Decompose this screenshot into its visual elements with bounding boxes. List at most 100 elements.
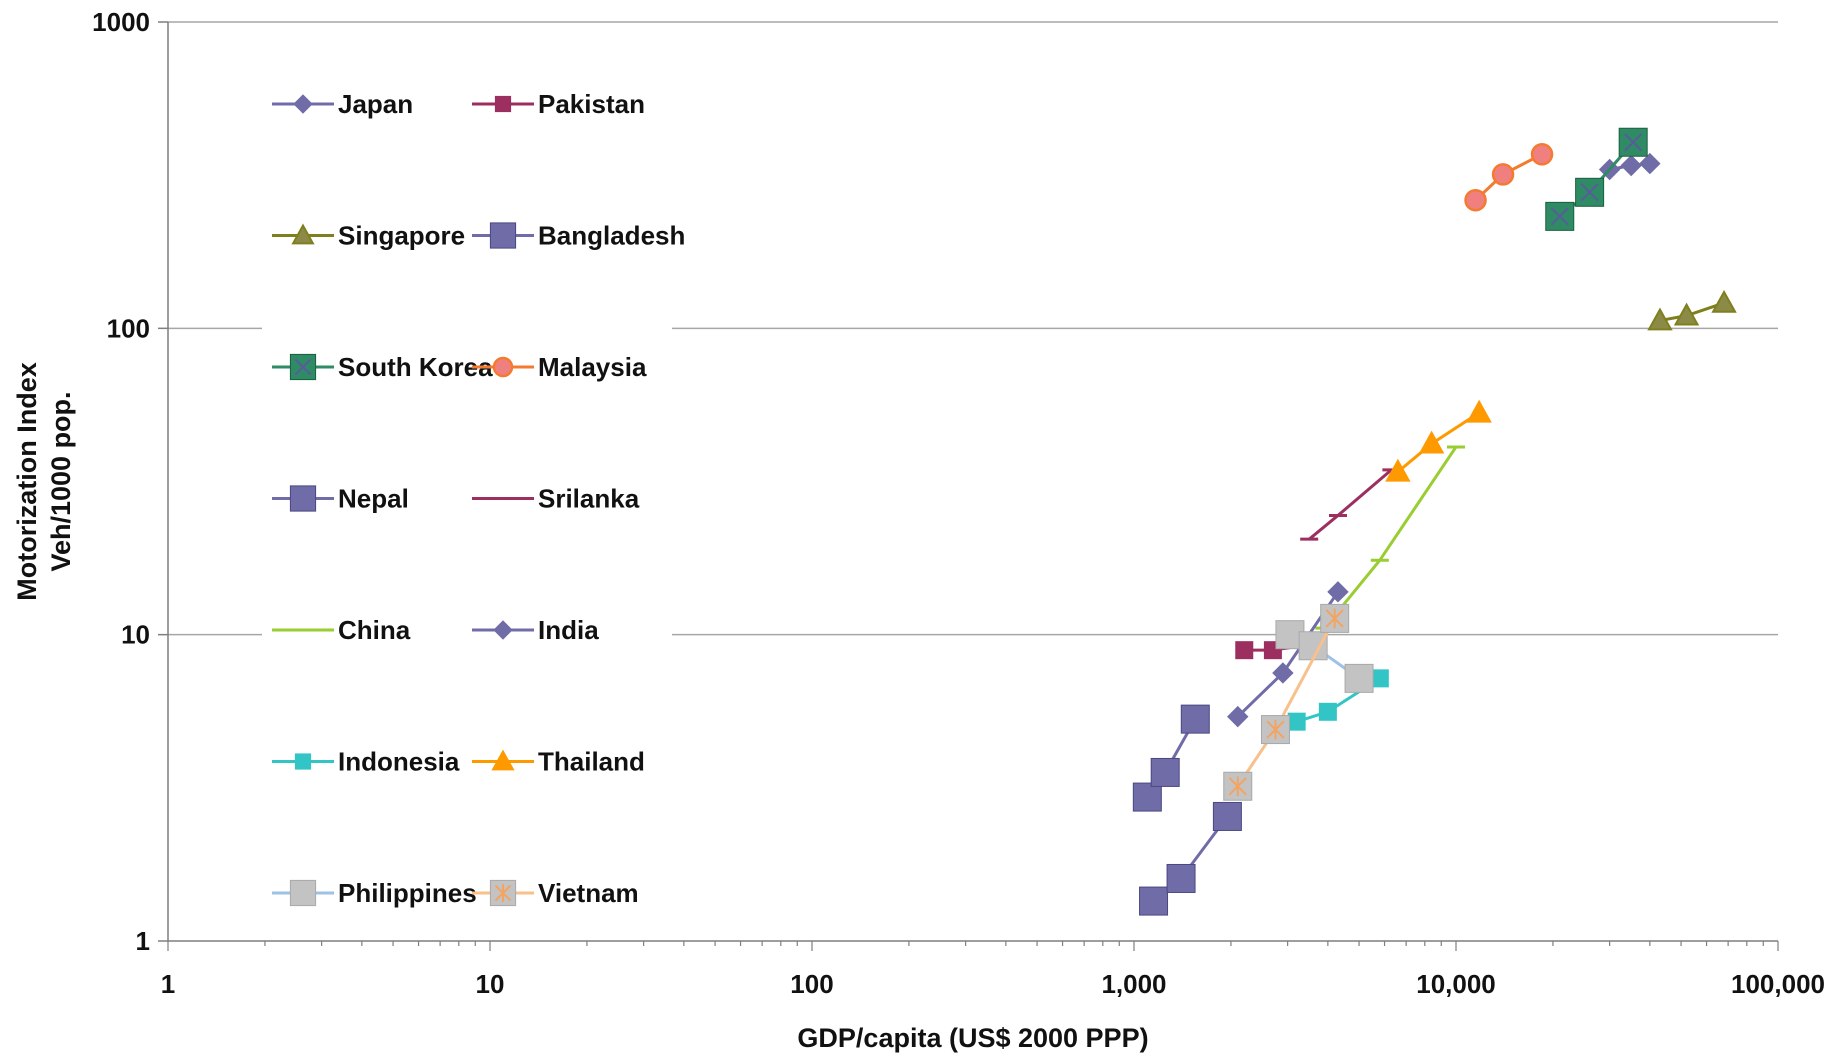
series-nepal (1132, 704, 1210, 812)
data-point (291, 223, 315, 245)
legend-label: Malaysia (538, 352, 647, 382)
legend-item-malaysia: Malaysia (472, 352, 647, 382)
series-south-korea (1545, 127, 1648, 231)
series-bangladesh (1139, 801, 1242, 916)
data-point (1166, 863, 1196, 893)
data-point (492, 356, 514, 378)
x-tick-label: 100,000 (1731, 969, 1825, 999)
legend-item-pakistan: Pakistan (472, 89, 645, 119)
data-point (1344, 663, 1374, 693)
legend-item-bangladesh: Bangladesh (472, 221, 685, 251)
legend-label: South Korea (338, 352, 493, 382)
legend-label: Japan (338, 89, 413, 119)
data-point (1327, 581, 1349, 603)
series-philippines (1275, 620, 1374, 693)
legend-label: Nepal (338, 484, 409, 514)
legend: Japan Pakistan Singapore Bangladesh South Ko… (272, 89, 685, 908)
data-point (1639, 152, 1661, 175)
data-point-x (1325, 608, 1344, 629)
series-srilanka (1300, 468, 1401, 541)
data-point (1370, 669, 1389, 688)
data-point-x (494, 884, 512, 902)
data-point-x (294, 358, 312, 376)
data-point (1464, 188, 1487, 212)
legend-item-india: India (472, 615, 599, 645)
legend-label: China (338, 615, 411, 645)
data-point (1212, 801, 1242, 831)
y-axis-title-line: Motorization Index (12, 362, 42, 601)
data-point (1466, 399, 1492, 423)
legend-item-vietnam: Vietnam (472, 878, 639, 908)
legend-item-indonesia: Indonesia (272, 747, 460, 777)
data-point (1180, 704, 1210, 734)
data-point-x (1624, 133, 1643, 152)
y-tick-label: 100 (107, 313, 150, 343)
x-tick-label: 1 (161, 969, 175, 999)
y-tick-label: 1000 (92, 7, 150, 37)
y-tick-label: 10 (121, 620, 150, 650)
data-point (1227, 705, 1249, 728)
data-point (493, 620, 513, 640)
data-point (1287, 712, 1306, 731)
x-tick-label: 100 (790, 969, 833, 999)
data-point-x (1266, 719, 1285, 740)
data-point (294, 753, 312, 770)
legend-item-thailand: Thailand (472, 747, 645, 777)
data-point (1673, 302, 1700, 326)
data-point (1150, 757, 1180, 787)
legend-label: Srilanka (538, 484, 640, 514)
data-point (1620, 154, 1642, 177)
data-point (289, 353, 317, 381)
series-india (1227, 581, 1349, 728)
data-point-x (1228, 776, 1247, 797)
data-point (1132, 782, 1162, 812)
series-thailand (1385, 399, 1492, 482)
data-point (1647, 307, 1673, 331)
data-point (1491, 163, 1515, 186)
axis-labels: 1 10 100 1000 1 10 100 1,000 10,000 100,000 GDP/ca… (12, 7, 1825, 1053)
data-point (494, 95, 512, 113)
data-point (1298, 631, 1328, 661)
series-japan (1598, 152, 1661, 181)
legend-box (262, 60, 672, 920)
legend-label: Vietnam (538, 878, 639, 908)
x-tick-label: 1,000 (1101, 969, 1166, 999)
data-point (1235, 641, 1254, 660)
legend-label: India (538, 615, 599, 645)
legend-label: Bangladesh (538, 221, 685, 251)
data-point (289, 879, 317, 907)
data-point (293, 94, 313, 114)
data-point (1530, 143, 1554, 166)
legend-item-singapore: Singapore (272, 221, 465, 251)
x-tick-label: 10 (476, 969, 505, 999)
data-point (1385, 458, 1411, 482)
series-line (1308, 468, 1393, 541)
series-line (1396, 411, 1480, 474)
legend-label: Singapore (338, 221, 465, 251)
data-point (1318, 702, 1337, 721)
legend-item-china: China (272, 615, 411, 645)
legend-item-nepal: Nepal (272, 484, 409, 514)
legend-item-srilanka: Srilanka (472, 484, 640, 514)
x-tick-label: 10,000 (1416, 969, 1496, 999)
data-point-x (1580, 183, 1599, 202)
data-point (489, 222, 517, 249)
series-malaysia (1464, 143, 1554, 212)
series-singapore (1647, 289, 1737, 331)
data-point (1272, 662, 1294, 684)
series-vietnam (1223, 603, 1350, 801)
data-point (1711, 289, 1737, 313)
series-layer (1132, 127, 1737, 916)
legend-background (262, 60, 672, 920)
axes (158, 21, 1779, 951)
data-point (1545, 201, 1575, 231)
legend-label: Indonesia (338, 747, 460, 777)
legend-label: Thailand (538, 747, 645, 777)
data-point-x (1550, 207, 1569, 226)
data-point (289, 485, 317, 512)
legend-item-japan: Japan (272, 89, 413, 119)
data-point (491, 749, 515, 771)
data-point (1139, 886, 1169, 916)
y-tick-label: 1 (136, 926, 150, 956)
